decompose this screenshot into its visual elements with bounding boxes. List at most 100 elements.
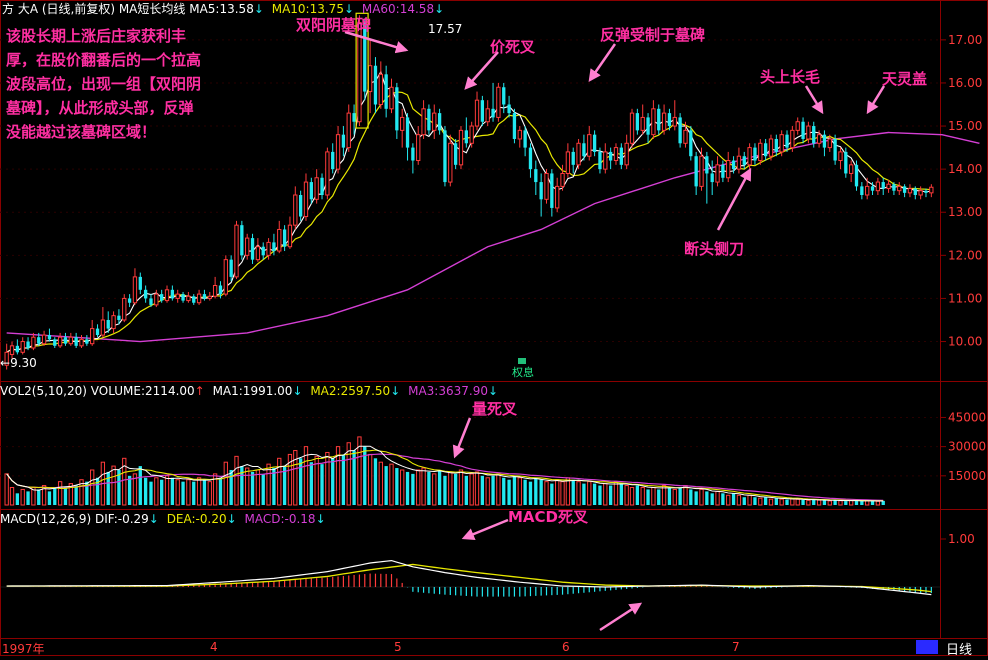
candle-body xyxy=(496,86,501,118)
candle-body xyxy=(437,113,442,131)
candle-body xyxy=(20,341,25,353)
explanation-line: 波段高位，出现一组【双阳阴 xyxy=(6,75,202,93)
candle-body xyxy=(223,259,228,295)
price-tick-label: 11.00 xyxy=(948,291,982,305)
candle-body xyxy=(363,22,367,92)
annotation-arrow xyxy=(588,43,617,83)
candle-body xyxy=(207,295,212,299)
candle-body xyxy=(646,117,650,135)
candle-body xyxy=(266,241,271,256)
volume-bar xyxy=(672,488,677,506)
candle-body xyxy=(480,100,485,122)
volume-bar xyxy=(272,468,276,505)
volume-bar xyxy=(838,500,843,506)
candle-body xyxy=(202,294,207,299)
x-axis-label-7: 7 xyxy=(732,640,740,654)
candle-body xyxy=(63,337,68,344)
annotation-arrow xyxy=(866,85,886,115)
macd-tick-label: 1.00 xyxy=(948,532,975,546)
volume-bar xyxy=(587,481,592,506)
candle-body xyxy=(122,297,127,321)
period-indicator[interactable] xyxy=(916,640,938,654)
candle-body xyxy=(827,138,832,149)
candle-body xyxy=(672,116,677,127)
candle-body xyxy=(132,276,138,304)
volume-ma2-line xyxy=(6,449,884,502)
volume-bar xyxy=(571,479,575,505)
candle-body xyxy=(683,129,688,144)
candle-body xyxy=(26,341,30,348)
candle-body xyxy=(721,164,725,178)
candle-body xyxy=(790,129,795,149)
volume-bar xyxy=(427,471,431,505)
high-price-mark: 17.57 xyxy=(428,22,463,36)
volume-bar xyxy=(875,500,881,506)
dea-readout: DEA:-0.20 xyxy=(166,512,227,526)
volume-bar xyxy=(138,466,142,505)
volume-bar xyxy=(41,485,47,506)
candle-body xyxy=(240,225,244,256)
volume-bar xyxy=(20,488,25,506)
candle-body xyxy=(763,143,768,157)
volume-bar xyxy=(736,494,742,506)
volume-bar xyxy=(812,499,816,505)
volume-bar xyxy=(806,499,811,506)
candle-body xyxy=(411,147,415,161)
candle-body xyxy=(747,147,752,166)
candle-body xyxy=(85,339,89,344)
price-tick-label: 10.00 xyxy=(948,335,982,349)
candle-body xyxy=(57,336,63,347)
volume-bar xyxy=(250,471,255,505)
volume-bar xyxy=(480,475,485,505)
candle-body xyxy=(138,276,142,290)
volume-bar xyxy=(464,475,468,505)
volume-bar xyxy=(309,462,313,505)
volume-header: VOL2(5,10,20) VOLUME:2114.00↑ MA1:1991.0… xyxy=(0,384,499,398)
candle-body xyxy=(731,160,736,170)
candle-body xyxy=(544,172,549,200)
candle-body xyxy=(378,73,383,106)
candle-body xyxy=(309,182,313,200)
volume-bar xyxy=(860,501,864,505)
price-tick-label: 15.00 xyxy=(948,119,982,133)
candle-body xyxy=(795,121,800,131)
volume-ma3-line xyxy=(6,453,884,501)
volume-bar xyxy=(63,487,68,505)
candle-body xyxy=(699,155,704,187)
volume-bar xyxy=(229,469,233,505)
candle-body xyxy=(229,259,233,277)
volume-bar xyxy=(331,458,335,505)
candle-body xyxy=(143,289,148,299)
volume-bar xyxy=(357,436,362,506)
volume-bar xyxy=(576,481,581,506)
candle-body xyxy=(320,177,324,195)
volume-bar xyxy=(747,494,752,506)
vol-ma3-readout: MA3:3637.90 xyxy=(408,384,488,398)
volume-bar xyxy=(4,473,9,506)
period-label[interactable]: 日线 xyxy=(946,643,973,658)
candle-body xyxy=(624,142,629,166)
volume-bar xyxy=(437,469,442,505)
annotation-arrow xyxy=(716,167,752,231)
candle-body xyxy=(892,184,896,191)
ex-rights-marker xyxy=(518,358,526,364)
candle-body xyxy=(9,345,15,355)
volume-bar xyxy=(592,483,597,505)
volume-bar xyxy=(827,500,832,506)
volume-bar xyxy=(560,481,565,506)
candle-body xyxy=(341,134,346,148)
volume-bar xyxy=(565,477,571,506)
volume-bar xyxy=(367,453,373,506)
candle-body xyxy=(272,242,276,252)
candle-body xyxy=(608,151,613,161)
candle-body xyxy=(587,134,592,157)
dif-line xyxy=(6,559,932,596)
volume-bar xyxy=(496,473,501,506)
low-price-mark: ←9.30 xyxy=(0,356,37,370)
volume-bar xyxy=(154,477,159,506)
volume-bar xyxy=(240,466,244,505)
volume-bar xyxy=(57,481,63,506)
volume-bar xyxy=(303,446,309,506)
volume-bar xyxy=(164,475,170,506)
